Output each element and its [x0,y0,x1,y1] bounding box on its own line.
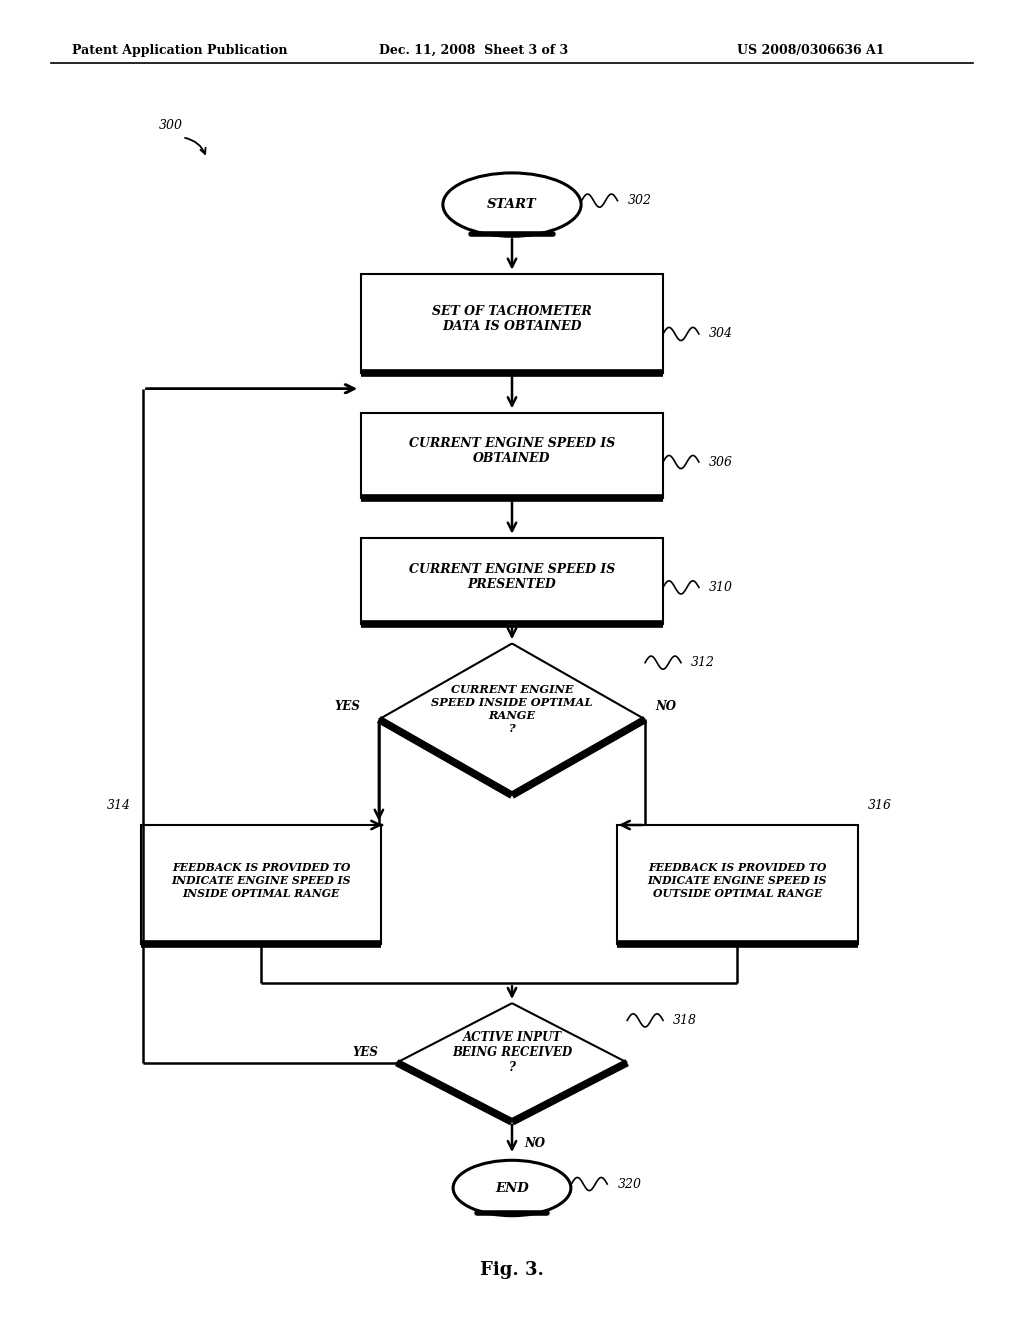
Text: YES: YES [335,700,360,713]
Text: 320: 320 [617,1177,641,1191]
Text: END: END [496,1181,528,1195]
Text: CURRENT ENGINE SPEED IS
PRESENTED: CURRENT ENGINE SPEED IS PRESENTED [409,562,615,591]
Text: 314: 314 [106,799,131,812]
Text: 300: 300 [159,119,182,132]
Bar [616,825,858,944]
Text: SET OF TACHOMETER
DATA IS OBTAINED: SET OF TACHOMETER DATA IS OBTAINED [432,305,592,334]
Text: ACTIVE INPUT
BEING RECEIVED
?: ACTIVE INPUT BEING RECEIVED ? [452,1031,572,1073]
Text: CURRENT ENGINE SPEED IS
OBTAINED: CURRENT ENGINE SPEED IS OBTAINED [409,437,615,466]
Ellipse shape [453,1160,571,1216]
Text: FEEDBACK IS PROVIDED TO
INDICATE ENGINE SPEED IS
INSIDE OPTIMAL RANGE: FEEDBACK IS PROVIDED TO INDICATE ENGINE … [171,862,351,899]
Text: NO: NO [655,700,677,713]
Text: 312: 312 [691,656,715,669]
Text: YES: YES [352,1045,379,1059]
Ellipse shape [442,173,582,236]
Bar [361,275,664,372]
Text: 306: 306 [709,455,733,469]
Text: 304: 304 [709,327,733,341]
Bar [141,825,381,944]
Text: FEEDBACK IS PROVIDED TO
INDICATE ENGINE SPEED IS
OUTSIDE OPTIMAL RANGE: FEEDBACK IS PROVIDED TO INDICATE ENGINE … [647,862,827,899]
Bar [361,539,664,623]
Text: Dec. 11, 2008  Sheet 3 of 3: Dec. 11, 2008 Sheet 3 of 3 [379,44,568,57]
Text: START: START [487,198,537,211]
Text: Patent Application Publication: Patent Application Publication [72,44,287,57]
Bar [361,412,664,498]
Polygon shape [379,643,645,795]
Text: 310: 310 [709,581,733,594]
Text: 302: 302 [628,194,651,207]
Text: US 2008/0306636 A1: US 2008/0306636 A1 [737,44,885,57]
Text: CURRENT ENGINE
SPEED INSIDE OPTIMAL
RANGE
?: CURRENT ENGINE SPEED INSIDE OPTIMAL RANG… [431,684,593,734]
Text: 316: 316 [867,799,892,812]
Text: Fig. 3.: Fig. 3. [480,1261,544,1279]
Text: NO: NO [524,1137,546,1150]
Polygon shape [397,1003,627,1122]
Text: 318: 318 [674,1014,697,1027]
